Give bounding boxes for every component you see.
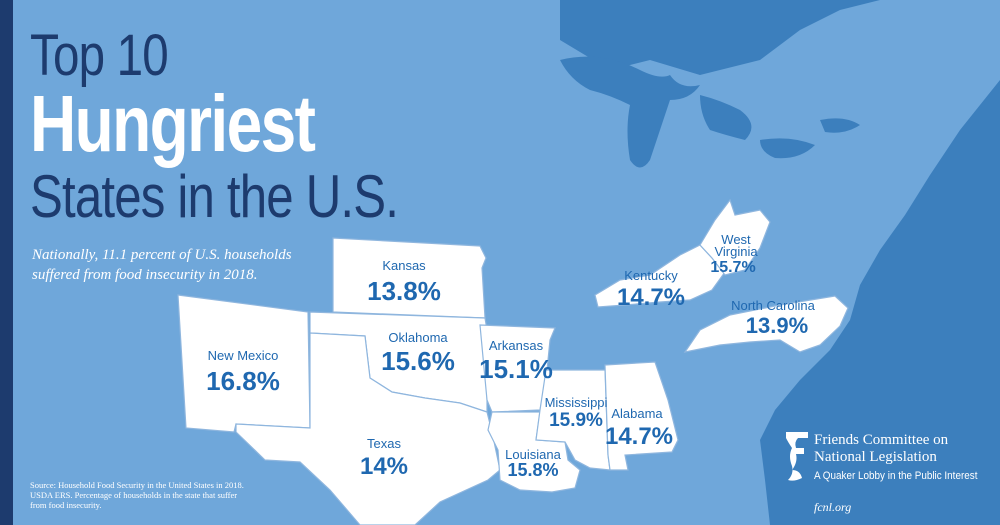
state-name: Kansas [382, 258, 426, 273]
state-name: Louisiana [505, 447, 561, 462]
fcnl-logo-icon [786, 432, 808, 481]
state-value: 14.7% [605, 423, 673, 450]
state-name: Kentucky [624, 268, 678, 283]
state-shape-north-carolina [683, 295, 849, 353]
state-value: 15.1% [479, 354, 553, 384]
state-value: 13.8% [367, 276, 441, 306]
state-shape-texas [235, 332, 501, 525]
source-note: Source: Household Food Security in the U… [30, 480, 244, 510]
great-lakes [560, 56, 860, 168]
organization-url: fcnl.org [814, 500, 852, 514]
state-name: North Carolina [731, 298, 816, 313]
organization-name: Friends Committee on National Legislatio… [814, 432, 949, 465]
label-north-carolina: North Carolina 13.9% [731, 298, 816, 338]
label-kentucky: Kentucky 14.7% [617, 268, 685, 311]
state-value: 14% [360, 453, 408, 480]
state-shape-west-virginia [699, 198, 771, 276]
state-shape-alabama [604, 361, 679, 471]
state-value: 15.9% [549, 410, 603, 431]
state-name: Oklahoma [388, 330, 448, 345]
state-name: Mississippi [545, 395, 608, 410]
label-texas: Texas 14% [360, 436, 408, 480]
state-name: Arkansas [489, 338, 544, 353]
state-shape-kansas [332, 237, 487, 319]
state-value: 15.7% [710, 259, 755, 276]
label-arkansas: Arkansas 15.1% [479, 338, 553, 384]
label-west-virginia: West Virginia 15.7% [710, 232, 758, 276]
title-line-2: Hungriest [30, 79, 316, 168]
state-value: 14.7% [617, 284, 685, 311]
title-line-3: States in the U.S. [30, 163, 399, 230]
state-name-line1: West [721, 232, 751, 247]
label-oklahoma: Oklahoma 15.6% [381, 330, 455, 376]
label-louisiana: Louisiana 15.8% [505, 447, 561, 480]
state-name: Texas [367, 436, 401, 451]
left-accent-bar [0, 0, 13, 525]
state-value: 13.9% [746, 313, 808, 338]
title-line-1: Top 10 [30, 23, 169, 88]
state-value: 16.8% [206, 366, 280, 396]
state-shape-new-mexico [177, 294, 311, 433]
label-alabama: Alabama 14.7% [605, 406, 673, 450]
state-value: 15.6% [381, 346, 455, 376]
label-kansas: Kansas 13.8% [367, 258, 441, 306]
state-name: Alabama [611, 406, 663, 421]
state-value: 15.8% [507, 460, 558, 480]
subtitle: Nationally, 11.1 percent of U.S. househo… [32, 247, 292, 283]
label-mississippi: Mississippi 15.9% [545, 395, 608, 431]
organization-tagline: A Quaker Lobby in the Public Interest [814, 470, 978, 482]
state-name-line2: Virginia [714, 244, 758, 259]
label-new-mexico: New Mexico 16.8% [206, 348, 280, 396]
state-name: New Mexico [208, 348, 279, 363]
